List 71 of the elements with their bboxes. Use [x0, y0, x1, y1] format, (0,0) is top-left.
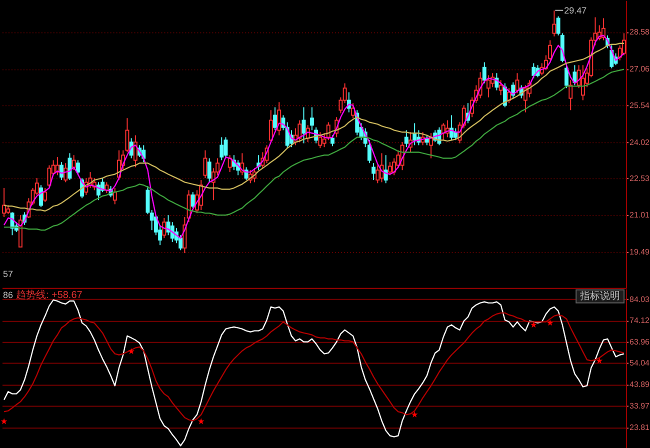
y-tick-label: 24.02 [630, 138, 650, 147]
y-tick-label: 22.53 [630, 174, 650, 183]
annotation: 29.47 [564, 5, 587, 16]
y-tick-label: 19.49 [630, 247, 650, 256]
y-tick-label: 25.54 [630, 101, 650, 110]
point [596, 357, 603, 364]
candlestick [376, 164, 380, 184]
candlestick [277, 102, 282, 136]
candlestick [268, 110, 273, 143]
candlestick [47, 164, 52, 188]
y-tick-label: 63.96 [630, 337, 650, 346]
y-tick-label: 84.03 [630, 294, 650, 304]
annotation: 趋势线: +58.67 [16, 288, 83, 301]
candlestick [273, 106, 277, 131]
candlestick [486, 74, 490, 98]
candlestick [564, 64, 568, 89]
annotation: 57 [2, 268, 13, 279]
point [546, 320, 554, 326]
y-tick-label: 27.06 [630, 64, 650, 74]
candlestick [384, 154, 388, 184]
candlestick [572, 64, 577, 86]
annotation: 指标说明 [579, 290, 620, 302]
candlestick [298, 120, 302, 143]
candlestick [220, 136, 224, 161]
candlestick [133, 134, 138, 168]
candlestick [96, 182, 100, 201]
candlestick [244, 166, 248, 181]
candlestick [580, 64, 585, 101]
candlestick [186, 190, 191, 223]
candlestick [39, 184, 43, 208]
y-tick-label: 21.01 [630, 210, 650, 220]
y-tick-label: 33.97 [630, 401, 650, 410]
candlestick [568, 80, 573, 111]
line-series [3, 68, 625, 231]
candlestick [482, 62, 486, 84]
line-series [3, 299, 625, 446]
y-tick-label: 23.81 [630, 422, 650, 432]
candlestick [404, 130, 408, 148]
candlestick [498, 80, 503, 96]
point [128, 348, 135, 354]
candlestick [43, 188, 48, 203]
candlestick [318, 132, 322, 149]
candlestick [372, 162, 376, 181]
y-tick-label: 28.58 [630, 28, 650, 37]
candlestick [112, 188, 117, 205]
y-tick-label: 54.04 [630, 358, 650, 368]
point [530, 322, 537, 328]
candlestick [72, 154, 76, 171]
candlestick [511, 82, 516, 99]
y-tick-label: 74.12 [630, 316, 650, 325]
candlestick [190, 192, 195, 209]
candlestick [441, 122, 446, 141]
candlestick [502, 82, 507, 108]
annotation: 86 [2, 290, 13, 300]
candlestick [388, 162, 392, 176]
candlestick [330, 134, 334, 147]
point [0, 418, 8, 424]
candlestick [64, 162, 68, 183]
candlestick [532, 62, 536, 79]
candlestick [224, 136, 228, 159]
point [198, 418, 204, 424]
candlestick [552, 10, 556, 37]
candlestick [76, 160, 80, 176]
candlestick [203, 150, 208, 179]
candlestick [494, 72, 499, 91]
candlestick [207, 158, 212, 183]
candlestick [162, 218, 166, 239]
candlestick [610, 44, 614, 69]
candlestick [150, 210, 154, 231]
point [411, 411, 418, 418]
y-tick-label: 43.89 [630, 380, 650, 390]
